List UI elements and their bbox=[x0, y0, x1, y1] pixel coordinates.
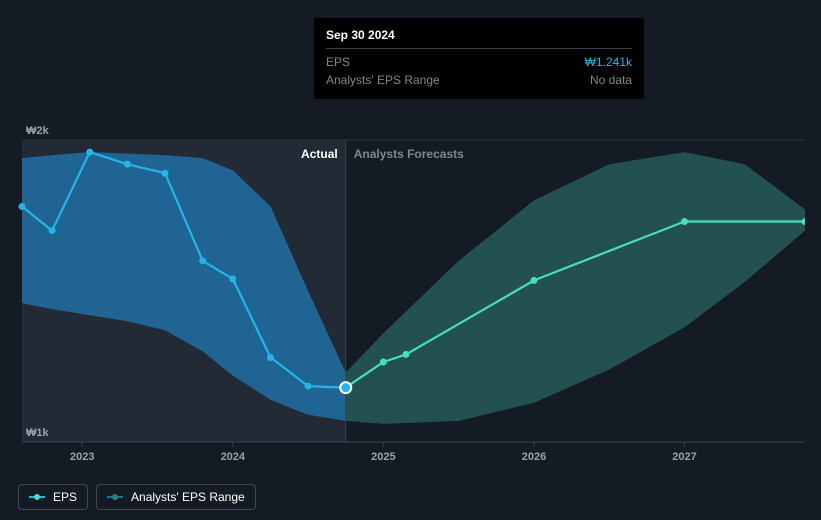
legend-item-label: Analysts' EPS Range bbox=[131, 490, 245, 504]
tooltip-separator bbox=[326, 48, 632, 49]
chart-tooltip: Sep 30 2024 EPS₩1.241kAnalysts' EPS Rang… bbox=[314, 18, 644, 99]
svg-text:2023: 2023 bbox=[70, 451, 94, 463]
legend-swatch-icon bbox=[107, 493, 123, 501]
tooltip-date: Sep 30 2024 bbox=[326, 28, 632, 42]
svg-text:2026: 2026 bbox=[522, 451, 546, 463]
tooltip-row: EPS ₩1.241k bbox=[326, 53, 632, 71]
svg-text:Analysts Forecasts: Analysts Forecasts bbox=[354, 147, 464, 161]
svg-text:Actual: Actual bbox=[301, 147, 338, 161]
tooltip-row-label: EPS bbox=[326, 53, 350, 71]
tooltip-row-value: No data bbox=[590, 71, 632, 89]
legend-item[interactable]: Analysts' EPS Range bbox=[96, 484, 256, 510]
legend-item-label: EPS bbox=[53, 490, 77, 504]
legend-swatch-icon bbox=[29, 493, 45, 501]
svg-text:2027: 2027 bbox=[672, 451, 696, 463]
svg-text:₩1k: ₩1k bbox=[26, 427, 50, 439]
chart-legend: EPS Analysts' EPS Range bbox=[18, 484, 256, 510]
svg-text:2025: 2025 bbox=[371, 451, 395, 463]
tooltip-row-value: ₩1.241k bbox=[585, 53, 632, 71]
legend-item[interactable]: EPS bbox=[18, 484, 88, 510]
svg-text:₩2k: ₩2k bbox=[26, 125, 50, 137]
tooltip-row: Analysts' EPS Range No data bbox=[326, 71, 632, 89]
tooltip-row-label: Analysts' EPS Range bbox=[326, 71, 440, 89]
svg-text:2024: 2024 bbox=[221, 451, 246, 463]
